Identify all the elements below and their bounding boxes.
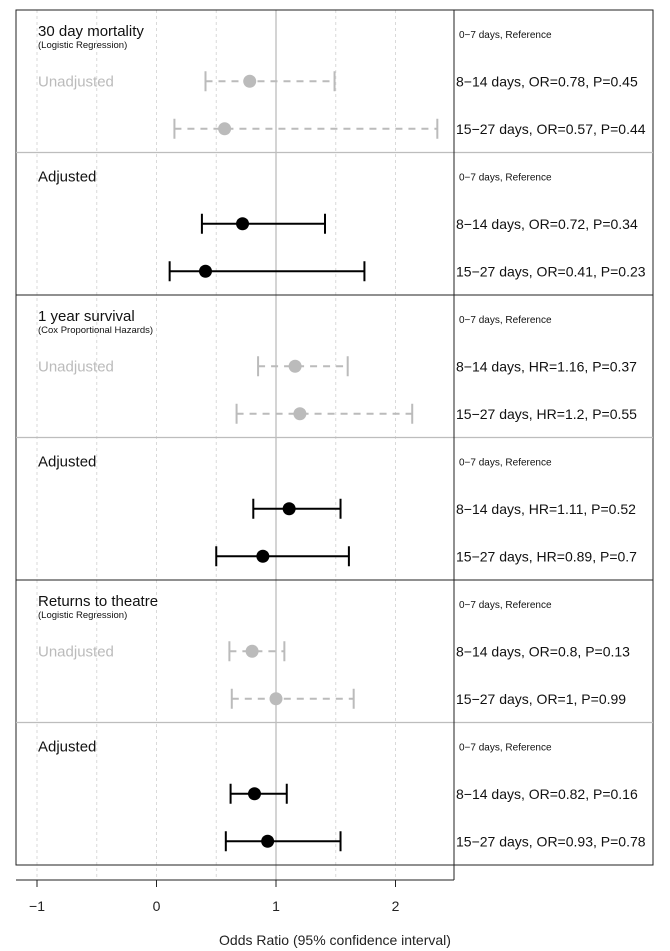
point-estimate bbox=[236, 217, 250, 231]
block-label: Unadjusted bbox=[38, 358, 114, 375]
point-estimate bbox=[247, 787, 261, 801]
x-axis-label: Odds Ratio (95% confidence interval) bbox=[219, 932, 451, 948]
estimate-label: 8−14 days, OR=0.72, P=0.34 bbox=[456, 216, 638, 232]
panel-subtitle: (Logistic Regression) bbox=[38, 40, 127, 51]
panel-title: 30 day mortality bbox=[38, 23, 144, 40]
panel-subtitle: (Logistic Regression) bbox=[38, 610, 127, 621]
reference-text: 0−7 days, Reference bbox=[459, 600, 552, 611]
panel-title: Returns to theatre bbox=[38, 593, 158, 610]
estimate-label: 15−27 days, OR=0.93, P=0.78 bbox=[456, 833, 646, 849]
panel-title: 1 year survival bbox=[38, 308, 135, 325]
x-tick-label: 0 bbox=[153, 898, 161, 914]
point-estimate bbox=[288, 359, 302, 373]
block-label: Adjusted bbox=[38, 453, 96, 470]
block-label: Adjusted bbox=[38, 168, 96, 185]
point-estimate bbox=[282, 502, 296, 516]
grid-layer bbox=[36, 10, 396, 880]
point-estimate bbox=[243, 74, 257, 88]
point-estimate bbox=[245, 644, 259, 658]
estimate-label: 15−27 days, OR=1, P=0.99 bbox=[456, 691, 626, 707]
estimate-label: 15−27 days, HR=1.2, P=0.55 bbox=[456, 406, 637, 422]
estimate-label: 15−27 days, OR=0.41, P=0.23 bbox=[456, 263, 646, 279]
estimate-label: 8−14 days, OR=0.82, P=0.16 bbox=[456, 786, 638, 802]
estimate-label: 15−27 days, HR=0.89, P=0.7 bbox=[456, 548, 637, 564]
reference-text: 0−7 days, Reference bbox=[459, 172, 552, 183]
estimate-label: 8−14 days, HR=1.11, P=0.52 bbox=[456, 501, 636, 517]
reference-text: 0−7 days, Reference bbox=[459, 457, 552, 468]
estimate-label: 8−14 days, OR=0.78, P=0.45 bbox=[456, 73, 638, 89]
estimate-label: 15−27 days, OR=0.57, P=0.44 bbox=[456, 121, 646, 137]
reference-text: 0−7 days, Reference bbox=[459, 742, 552, 753]
x-axis: −1 0 1 2 bbox=[16, 879, 454, 914]
text-layer: 30 day mortality(Logistic Regression)Una… bbox=[38, 23, 646, 850]
block-label: Adjusted bbox=[38, 738, 96, 755]
point-estimate bbox=[198, 264, 212, 278]
reference-text: 0−7 days, Reference bbox=[459, 315, 552, 326]
block-label: Unadjusted bbox=[38, 73, 114, 90]
estimate-label: 8−14 days, OR=0.8, P=0.13 bbox=[456, 643, 630, 659]
frame-layer bbox=[15, 9, 654, 880]
x-tick-label: 2 bbox=[392, 898, 400, 914]
point-estimate bbox=[269, 692, 283, 706]
block-label: Unadjusted bbox=[38, 643, 114, 660]
point-estimate bbox=[256, 549, 270, 563]
estimate-label: 8−14 days, HR=1.16, P=0.37 bbox=[456, 358, 637, 374]
x-tick-label: 1 bbox=[272, 898, 280, 914]
point-estimate bbox=[261, 834, 275, 848]
reference-text: 0−7 days, Reference bbox=[459, 30, 552, 41]
point-estimate bbox=[218, 122, 232, 136]
point-estimate bbox=[293, 407, 307, 421]
marks-layer bbox=[168, 71, 439, 852]
panel-subtitle: (Cox Proportional Hazards) bbox=[38, 325, 153, 336]
x-tick-label: −1 bbox=[29, 898, 45, 914]
